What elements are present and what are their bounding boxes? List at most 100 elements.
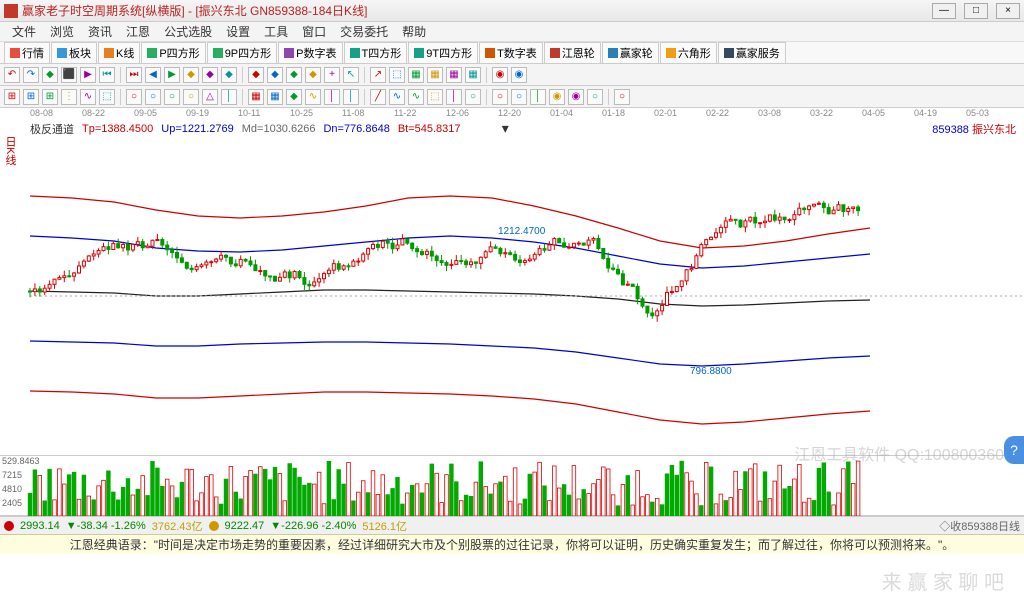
tool-btn-12[interactable]: ◆ bbox=[248, 67, 264, 83]
tool-btn-21[interactable]: ⬚ bbox=[427, 89, 443, 105]
menu-浏览[interactable]: 浏览 bbox=[44, 21, 80, 42]
tab-江恩轮[interactable]: 江恩轮 bbox=[544, 42, 601, 64]
tool-btn-25[interactable]: ◉ bbox=[511, 67, 527, 83]
tool-btn-14[interactable]: ◆ bbox=[286, 67, 302, 83]
tab-icon bbox=[414, 48, 424, 58]
tool-btn-30[interactable]: ○ bbox=[614, 89, 630, 105]
tool-btn-7[interactable]: ◀ bbox=[145, 67, 161, 83]
tab-icon bbox=[104, 48, 114, 58]
menu-江恩[interactable]: 江恩 bbox=[120, 21, 156, 42]
tool-btn-8[interactable]: ▶ bbox=[164, 67, 180, 83]
tool-btn-13[interactable]: ▦ bbox=[267, 89, 283, 105]
tool-btn-23[interactable]: ▦ bbox=[465, 67, 481, 83]
tool-btn-24[interactable]: ○ bbox=[492, 89, 508, 105]
tool-btn-13[interactable]: ◆ bbox=[267, 67, 283, 83]
menu-公式选股[interactable]: 公式选股 bbox=[158, 21, 218, 42]
maximize-button[interactable]: □ bbox=[964, 3, 988, 19]
time-tick: 05-03 bbox=[966, 108, 989, 118]
tab-板块[interactable]: 板块 bbox=[51, 42, 97, 64]
tool-btn-6[interactable]: ⏭ bbox=[126, 67, 142, 83]
tool-btn-7[interactable]: ○ bbox=[145, 89, 161, 105]
tool-btn-19[interactable]: ∿ bbox=[389, 89, 405, 105]
tab-赢家服务[interactable]: 赢家服务 bbox=[718, 42, 786, 64]
time-tick: 01-04 bbox=[550, 108, 573, 118]
tool-btn-22[interactable]: │ bbox=[446, 89, 462, 105]
menu-工具[interactable]: 工具 bbox=[258, 21, 294, 42]
tool-btn-9[interactable]: ○ bbox=[183, 89, 199, 105]
tool-btn-11[interactable]: ◆ bbox=[221, 67, 237, 83]
tab-K线[interactable]: K线 bbox=[98, 42, 140, 64]
tool-btn-4[interactable]: ∿ bbox=[80, 89, 96, 105]
tab-T四方形[interactable]: T四方形 bbox=[344, 42, 408, 64]
tool-btn-1[interactable]: ↷ bbox=[23, 67, 39, 83]
tool-btn-25[interactable]: ○ bbox=[511, 89, 527, 105]
tool-btn-3[interactable]: ⬛ bbox=[61, 67, 77, 83]
tool-btn-27[interactable]: ◉ bbox=[549, 89, 565, 105]
main-chart[interactable]: 日K线 1212.4700796.8800 江恩工具软件 QQ:10080036… bbox=[0, 136, 1024, 456]
indicator-readout: 极反通道 Tp=1388.4500 Up=1221.2769 Md=1030.6… bbox=[0, 122, 1024, 136]
tab-赢家轮[interactable]: 赢家轮 bbox=[602, 42, 659, 64]
dn-value: Dn=776.8648 bbox=[323, 123, 389, 135]
tool-btn-29[interactable]: ○ bbox=[587, 89, 603, 105]
menu-设置[interactable]: 设置 bbox=[220, 21, 256, 42]
tool-btn-26[interactable]: │ bbox=[530, 89, 546, 105]
tool-btn-6[interactable]: ○ bbox=[126, 89, 142, 105]
vol-tick: 2405 bbox=[2, 498, 22, 508]
tool-btn-0[interactable]: ↶ bbox=[4, 67, 20, 83]
tool-btn-23[interactable]: ○ bbox=[465, 89, 481, 105]
tool-btn-5[interactable]: ⬚ bbox=[99, 89, 115, 105]
window-title: 赢家老子时空周期系统[纵横版] - [振兴东北 GN859388-184日K线] bbox=[22, 2, 932, 19]
tool-btn-12[interactable]: ▦ bbox=[248, 89, 264, 105]
tool-btn-2[interactable]: ⊞ bbox=[42, 89, 58, 105]
tab-9T四方形[interactable]: 9T四方形 bbox=[408, 42, 478, 64]
tool-btn-3[interactable]: ⋮ bbox=[61, 89, 77, 105]
tab-9P四方形[interactable]: 9P四方形 bbox=[207, 42, 277, 64]
tool-btn-10[interactable]: △ bbox=[202, 89, 218, 105]
close-button[interactable]: × bbox=[996, 3, 1020, 19]
menu-交易委托[interactable]: 交易委托 bbox=[334, 21, 394, 42]
tool-btn-15[interactable]: ◆ bbox=[305, 67, 321, 83]
tool-btn-18[interactable]: ↗ bbox=[370, 67, 386, 83]
tab-P数字表[interactable]: P数字表 bbox=[278, 42, 342, 64]
tab-icon bbox=[724, 48, 734, 58]
tool-btn-15[interactable]: ∿ bbox=[305, 89, 321, 105]
menu-窗口[interactable]: 窗口 bbox=[296, 21, 332, 42]
tab-T数字表[interactable]: T数字表 bbox=[479, 42, 543, 64]
time-tick: 09-05 bbox=[134, 108, 157, 118]
tool-btn-16[interactable]: │ bbox=[324, 89, 340, 105]
tool-btn-11[interactable]: │ bbox=[221, 89, 237, 105]
tool-btn-20[interactable]: ▦ bbox=[408, 67, 424, 83]
time-tick: 09-19 bbox=[186, 108, 209, 118]
tool-btn-0[interactable]: ⊞ bbox=[4, 89, 20, 105]
tool-btn-17[interactable]: │ bbox=[343, 89, 359, 105]
tool-btn-14[interactable]: ◆ bbox=[286, 89, 302, 105]
tool-btn-20[interactable]: ∿ bbox=[408, 89, 424, 105]
tool-btn-4[interactable]: ▶ bbox=[80, 67, 96, 83]
tool-btn-18[interactable]: ╱ bbox=[370, 89, 386, 105]
tab-P四方形[interactable]: P四方形 bbox=[141, 42, 205, 64]
tool-btn-9[interactable]: ◆ bbox=[183, 67, 199, 83]
dropdown-icon[interactable]: ▾ bbox=[502, 120, 509, 137]
tool-btn-2[interactable]: ◆ bbox=[42, 67, 58, 83]
tab-行情[interactable]: 行情 bbox=[4, 42, 50, 64]
menu-帮助[interactable]: 帮助 bbox=[396, 21, 432, 42]
tool-btn-19[interactable]: ⬚ bbox=[389, 67, 405, 83]
menu-文件[interactable]: 文件 bbox=[6, 21, 42, 42]
tool-btn-24[interactable]: ◉ bbox=[492, 67, 508, 83]
tool-btn-1[interactable]: ⊞ bbox=[23, 89, 39, 105]
tool-btn-10[interactable]: ◆ bbox=[202, 67, 218, 83]
time-tick: 12-06 bbox=[446, 108, 469, 118]
bt-value: Bt=545.8317 bbox=[398, 123, 461, 135]
tool-btn-17[interactable]: ↖ bbox=[343, 67, 359, 83]
tool-btn-16[interactable]: + bbox=[324, 67, 340, 83]
tab-六角形[interactable]: 六角形 bbox=[660, 42, 717, 64]
tool-btn-8[interactable]: ○ bbox=[164, 89, 180, 105]
minimize-button[interactable]: — bbox=[932, 3, 956, 19]
volume-chart[interactable]: 529.8463 7215 4810 2405 来 赢 家 聊 吧 bbox=[0, 456, 1024, 516]
tool-btn-28[interactable]: ◉ bbox=[568, 89, 584, 105]
amount-1: 3762.43亿 bbox=[152, 518, 203, 534]
tool-btn-21[interactable]: ▦ bbox=[427, 67, 443, 83]
tool-btn-5[interactable]: ⏮ bbox=[99, 67, 115, 83]
tool-btn-22[interactable]: ▦ bbox=[446, 67, 462, 83]
menu-资讯[interactable]: 资讯 bbox=[82, 21, 118, 42]
